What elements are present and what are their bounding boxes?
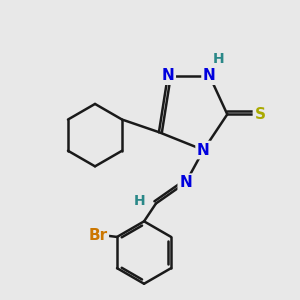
Text: N: N (203, 68, 216, 83)
Text: N: N (179, 175, 192, 190)
Text: N: N (197, 142, 210, 158)
Text: H: H (134, 194, 146, 208)
Text: Br: Br (88, 228, 107, 243)
Text: S: S (254, 107, 266, 122)
Text: N: N (161, 68, 174, 83)
Text: H: H (212, 52, 224, 66)
